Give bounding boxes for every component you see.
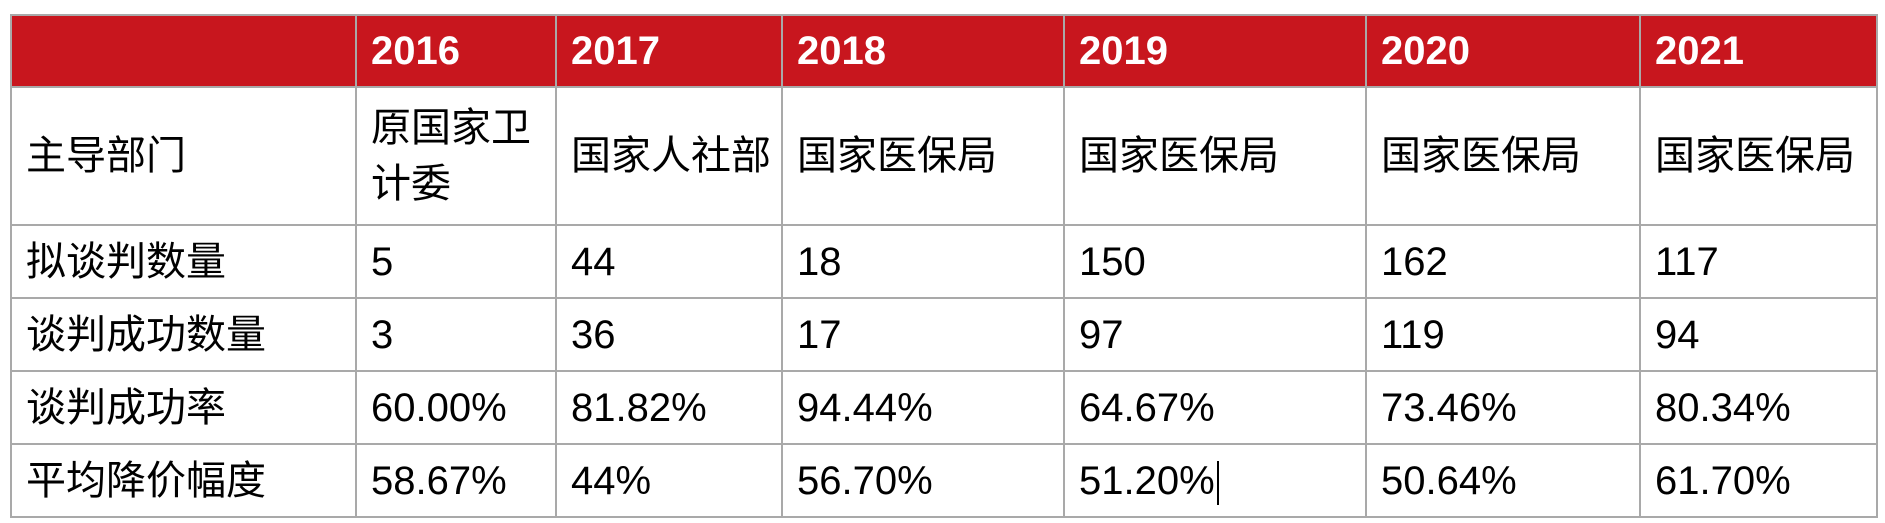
- text-cursor: [1216, 460, 1219, 505]
- table-cell: 18: [781, 224, 1065, 299]
- table-cell: 17: [781, 297, 1065, 372]
- table-cell: 162: [1365, 224, 1641, 299]
- table-cell: 64.67%: [1063, 370, 1367, 445]
- table-cell: 3: [355, 297, 557, 372]
- table-row-average-price-cut: 平均降价幅度 58.67% 44% 56.70% 51.20% 50.64% 6…: [10, 443, 1878, 518]
- row-label-successful-negotiations: 谈判成功数量: [10, 297, 357, 372]
- header-year-2019: 2019: [1063, 14, 1367, 88]
- header-year-2018: 2018: [781, 14, 1065, 88]
- table-cell: 44: [555, 224, 783, 299]
- table-cell: 94.44%: [781, 370, 1065, 445]
- table-cell: 36: [555, 297, 783, 372]
- header-corner-cell: [10, 14, 357, 88]
- row-label-success-rate: 谈判成功率: [10, 370, 357, 445]
- table-cell: 原国家卫计委: [355, 86, 557, 226]
- row-label-lead-department: 主导部门: [10, 86, 357, 226]
- table-row-success-rate: 谈判成功率 60.00% 81.82% 94.44% 64.67% 73.46%…: [10, 370, 1878, 445]
- header-year-2017: 2017: [555, 14, 783, 88]
- header-year-2021: 2021: [1639, 14, 1878, 88]
- table-cell: 56.70%: [781, 443, 1065, 518]
- table-cell: 44%: [555, 443, 783, 518]
- table-cell: 国家医保局: [1063, 86, 1367, 226]
- header-year-2016: 2016: [355, 14, 557, 88]
- negotiation-table: 2016 2017 2018 2019 2020 2021 主导部门 原国家卫计…: [10, 14, 1878, 518]
- table-cell: 50.64%: [1365, 443, 1641, 518]
- table-row-lead-department: 主导部门 原国家卫计委 国家人社部 国家医保局 国家医保局 国家医保局 国家医保…: [10, 86, 1878, 226]
- row-label-planned-negotiations: 拟谈判数量: [10, 224, 357, 299]
- table-cell: 80.34%: [1639, 370, 1878, 445]
- table-cell: 150: [1063, 224, 1367, 299]
- table-cell: 5: [355, 224, 557, 299]
- table-cell: 51.20%: [1063, 443, 1367, 518]
- table-row-successful-negotiations: 谈判成功数量 3 36 17 97 119 94: [10, 297, 1878, 372]
- table-cell: 117: [1639, 224, 1878, 299]
- table-cell: 国家医保局: [1365, 86, 1641, 226]
- table-cell: 97: [1063, 297, 1367, 372]
- header-year-2020: 2020: [1365, 14, 1641, 88]
- table-cell: 58.67%: [355, 443, 557, 518]
- table-cell: 60.00%: [355, 370, 557, 445]
- row-label-average-price-cut: 平均降价幅度: [10, 443, 357, 518]
- table-cell: 国家医保局: [781, 86, 1065, 226]
- table-cell: 61.70%: [1639, 443, 1878, 518]
- table-cell: 94: [1639, 297, 1878, 372]
- table-cell: 81.82%: [555, 370, 783, 445]
- header-row: 2016 2017 2018 2019 2020 2021: [10, 14, 1878, 88]
- negotiation-table-container: 2016 2017 2018 2019 2020 2021 主导部门 原国家卫计…: [10, 14, 1878, 518]
- table-row-planned-negotiations: 拟谈判数量 5 44 18 150 162 117: [10, 224, 1878, 299]
- table-cell-value: 51.20%: [1079, 458, 1215, 503]
- table-cell: 119: [1365, 297, 1641, 372]
- table-cell: 国家医保局: [1639, 86, 1878, 226]
- table-cell: 国家人社部: [555, 86, 783, 226]
- table-cell: 73.46%: [1365, 370, 1641, 445]
